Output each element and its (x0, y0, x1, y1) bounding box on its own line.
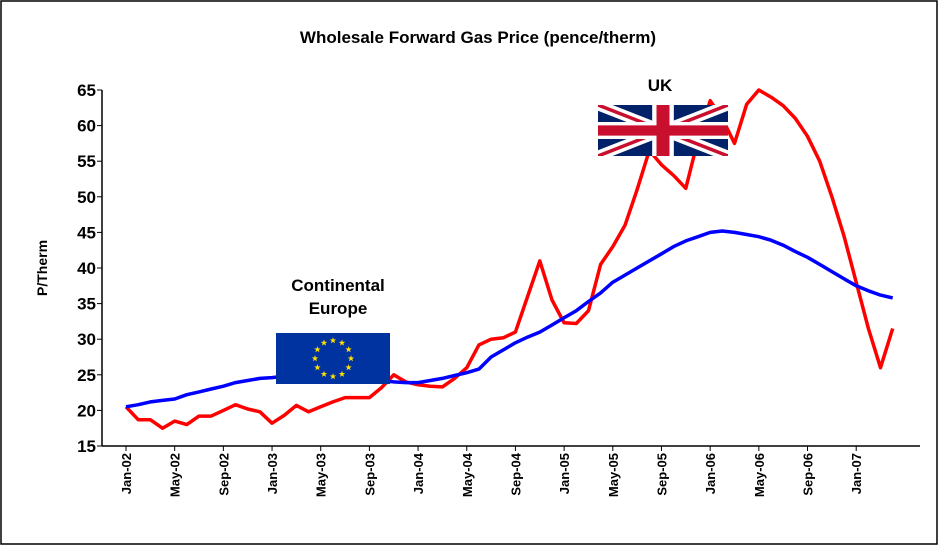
eu-flag (276, 333, 390, 384)
star (347, 355, 355, 362)
y-tick-label: 40 (77, 259, 96, 278)
y-tick-label: 50 (77, 188, 96, 207)
star (311, 355, 319, 362)
star (329, 373, 337, 380)
x-tick-label: Jan-06 (703, 453, 718, 494)
star (314, 364, 321, 371)
x-tick-label: Jan-05 (557, 453, 572, 494)
star (338, 370, 346, 377)
y-axis-label: P/Therm (34, 240, 50, 296)
star (338, 339, 346, 346)
y-tick-label: 20 (77, 401, 96, 420)
uk-annotation: UK (647, 76, 673, 95)
x-tick-label: May-05 (606, 453, 621, 497)
y-tick-label: 25 (77, 366, 96, 385)
x-tick-label: May-04 (460, 452, 475, 497)
x-tick-label: Sep-05 (654, 453, 669, 496)
y-tick-label: 35 (77, 295, 96, 314)
star (320, 339, 328, 346)
y-tick-label: 65 (77, 81, 96, 100)
x-tick-label: Jan-04 (411, 452, 426, 494)
series-line (125, 229, 894, 409)
x-tick-label: May-03 (314, 453, 329, 497)
x-tick-label: Sep-02 (216, 453, 231, 496)
europe-annotation: Continental Europe (291, 276, 385, 318)
x-tick-label: Sep-06 (801, 453, 816, 496)
uk-flag (598, 105, 728, 156)
y-tick-label: 60 (77, 117, 96, 136)
star (314, 346, 321, 353)
x-tick-label: Jan-03 (265, 453, 280, 494)
star (345, 364, 352, 371)
x-tick-label: Sep-03 (362, 453, 377, 496)
y-tick-label: 30 (77, 330, 96, 349)
y-tick-label: 55 (77, 152, 96, 171)
x-tick-label: Sep-04 (508, 452, 523, 495)
x-tick-label: May-06 (752, 453, 767, 497)
star (329, 337, 337, 344)
x-tick-label: Jan-02 (119, 453, 134, 494)
chart-title: Wholesale Forward Gas Price (pence/therm… (300, 28, 656, 47)
star (345, 346, 352, 353)
x-tick-label: Jan-07 (849, 453, 864, 494)
x-tick-label: May-02 (168, 453, 183, 497)
series-line (124, 88, 895, 430)
star (320, 370, 328, 377)
y-tick-label: 45 (77, 223, 96, 242)
y-tick-label: 15 (77, 437, 96, 456)
